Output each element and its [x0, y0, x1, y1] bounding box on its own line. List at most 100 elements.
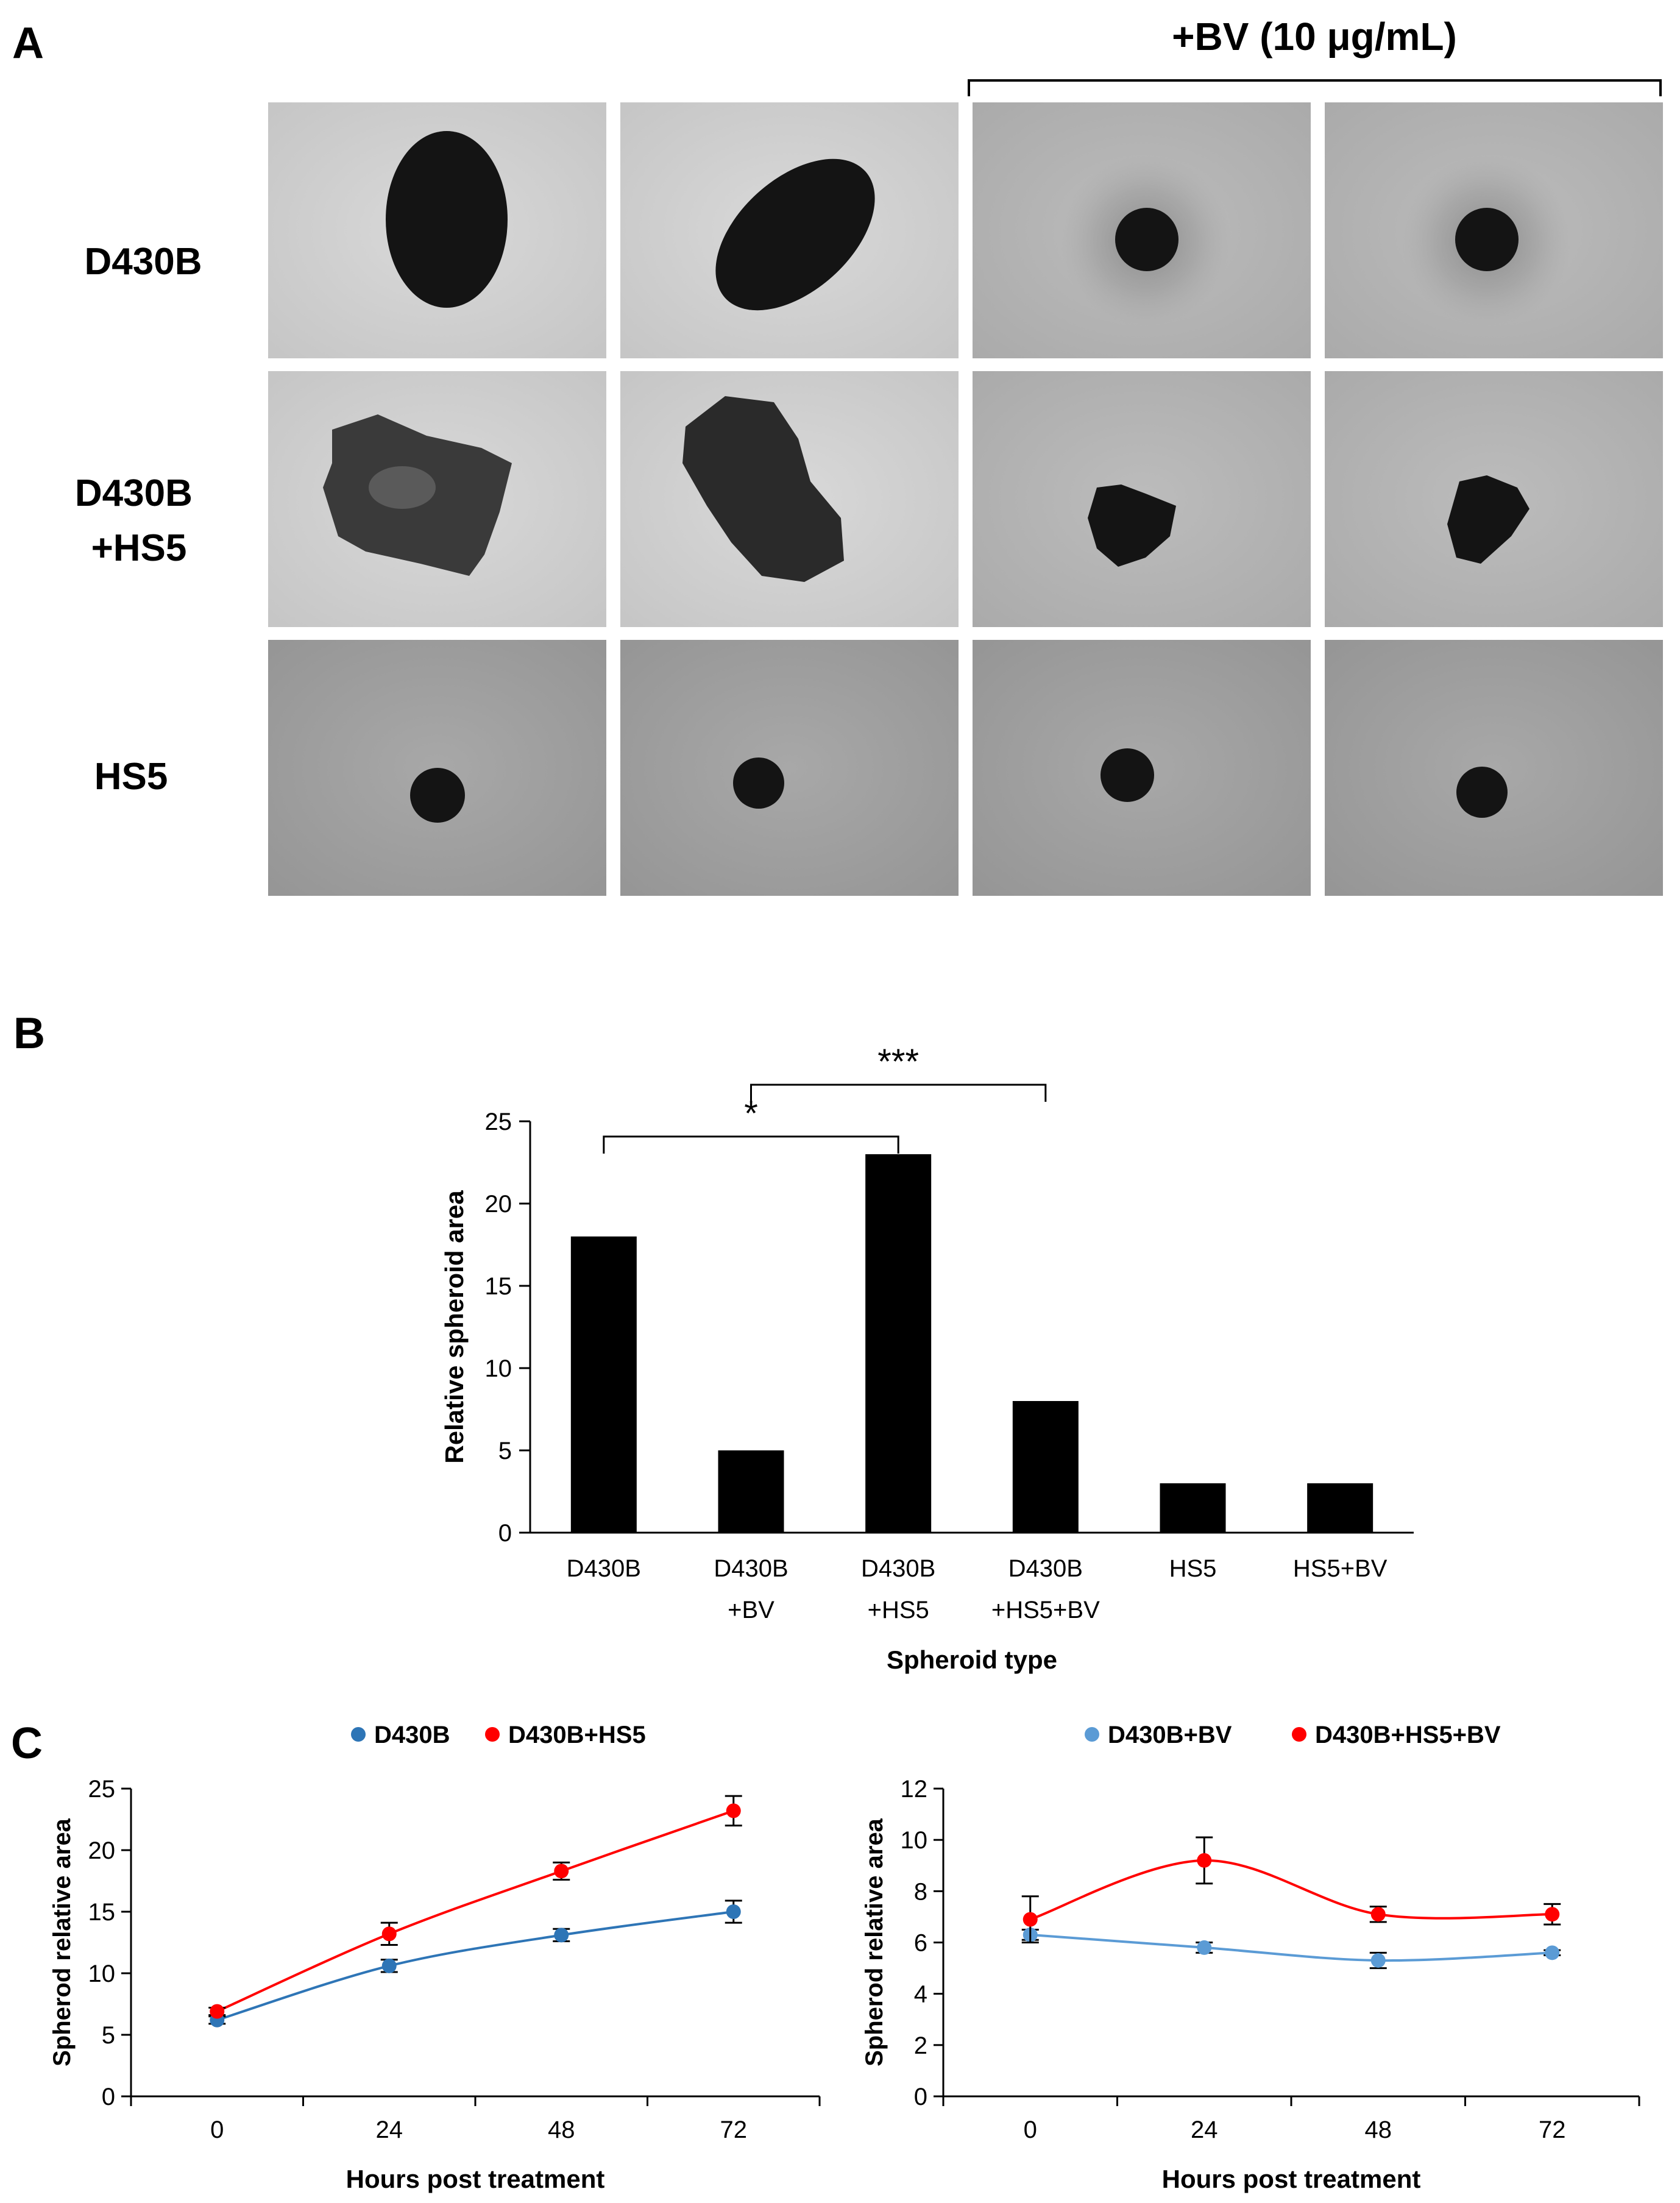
y-tick-label: 0: [914, 2084, 927, 2110]
data-point: [1197, 1853, 1212, 1868]
bar: [718, 1450, 784, 1533]
legend-label: D430B+BV: [1108, 1722, 1232, 1748]
legend-label: D430B: [374, 1722, 450, 1748]
x-tick-label: D430B: [714, 1555, 788, 1582]
bar: [865, 1154, 932, 1533]
row-label-hs5: HS5: [94, 756, 168, 798]
x-tick-label: +HS5: [868, 1597, 929, 1623]
series-line: [1030, 1933, 1553, 1962]
x-tick-label: +BV: [728, 1597, 774, 1623]
data-point: [1545, 1907, 1560, 1922]
x-tick-label: HS5+BV: [1293, 1555, 1388, 1582]
x-tick-label: 48: [548, 2116, 575, 2143]
data-point: [381, 1926, 397, 1942]
panel-b-letter: B: [13, 1009, 45, 1058]
bar: [1160, 1483, 1226, 1533]
data-point: [1370, 1953, 1386, 1968]
panel-a-letter: A: [12, 19, 44, 68]
micrograph-d430b-hs5-bv-1: [973, 371, 1311, 627]
data-point: [1370, 1907, 1386, 1922]
y-tick-label: 5: [102, 2022, 115, 2049]
x-tick-label: D430B: [567, 1555, 641, 1582]
micrograph-hs5-bv-2: [1325, 640, 1663, 896]
y-tick-label: 15: [88, 1899, 116, 1926]
x-tick-label: HS5: [1169, 1555, 1217, 1582]
x-tick-label: +HS5+BV: [991, 1597, 1100, 1623]
micrograph-grid: [268, 102, 1663, 896]
y-tick-label: 25: [88, 1776, 116, 1803]
y-tick-label: 15: [485, 1273, 512, 1300]
x-tick-label: 0: [1024, 2116, 1037, 2143]
x-axis-title: Spheroid type: [887, 1645, 1057, 1674]
y-tick-label: 25: [485, 1109, 512, 1135]
legend-label: D430B+HS5: [508, 1722, 646, 1748]
panel-c-letter: C: [11, 1719, 43, 1768]
data-point: [210, 2004, 225, 2019]
y-tick-label: 10: [88, 1960, 116, 1987]
y-tick-label: 10: [901, 1827, 928, 1854]
series-line: [216, 1910, 734, 2021]
y-tick-label: 4: [914, 1981, 927, 2008]
data-point: [1545, 1945, 1560, 1960]
micrograph-hs5-2: [620, 640, 959, 896]
series-line: [216, 1809, 734, 2013]
bar: [570, 1236, 637, 1533]
x-tick-label: 24: [1191, 2116, 1218, 2143]
micrograph-hs5-1: [268, 640, 606, 896]
bar: [1307, 1483, 1373, 1533]
y-tick-label: 20: [485, 1191, 512, 1218]
data-point: [1197, 1940, 1212, 1955]
x-tick-label: D430B: [1008, 1555, 1083, 1582]
data-point: [381, 1958, 397, 1973]
legend-label: D430B+HS5+BV: [1315, 1722, 1501, 1748]
y-axis-title: Spherod relative area: [861, 1818, 888, 2066]
y-tick-label: 6: [914, 1930, 927, 1957]
micrograph-d430b-hs5-bv-2: [1325, 371, 1663, 627]
data-point: [1023, 1912, 1038, 1927]
y-axis-title: Relative spheroid area: [440, 1190, 469, 1464]
micrograph-hs5-bv-1: [973, 640, 1311, 896]
bv-bracket: [968, 79, 1662, 96]
y-tick-label: 0: [102, 2084, 115, 2110]
y-axis-title: Spherod relative area: [49, 1818, 76, 2066]
x-tick-label: D430B: [861, 1555, 935, 1582]
y-tick-label: 20: [88, 1837, 116, 1864]
bar: [1012, 1401, 1079, 1533]
micrograph-d430b-hs5-1: [268, 371, 606, 627]
legend-marker: [351, 1727, 366, 1742]
significance-label: *: [744, 1094, 758, 1133]
micrograph-d430b-bv-1: [973, 102, 1311, 358]
row-label-d430b-hs5: D430B +HS5: [75, 472, 203, 569]
y-tick-label: 5: [498, 1438, 512, 1464]
significance-bracket: [603, 1135, 899, 1154]
line-chart-untreated: 0 5 10 15 20 25 0 24 48 72 Hours post treatment Sph…: [49, 1722, 821, 2193]
x-tick-label: 0: [210, 2116, 224, 2143]
y-tick-label: 2: [914, 2032, 927, 2059]
micrograph-d430b-bv-2: [1325, 102, 1663, 358]
data-point: [554, 1928, 569, 1943]
y-tick-label: 0: [498, 1520, 512, 1547]
data-point: [726, 1803, 741, 1818]
data-point: [726, 1904, 741, 1919]
x-tick-label: 48: [1365, 2116, 1392, 2143]
micrograph-d430b-hs5-2: [620, 371, 959, 627]
significance-bracket: [750, 1084, 1047, 1102]
micrograph-d430b-2: [620, 102, 959, 358]
data-point: [554, 1864, 569, 1879]
row-label-d430b: D430B: [85, 241, 202, 283]
x-axis-title: Hours post treatment: [346, 2165, 605, 2193]
x-tick-label: 24: [376, 2116, 403, 2143]
x-tick-label: 72: [1539, 2116, 1566, 2143]
x-axis-title: Hours post treatment: [1162, 2165, 1421, 2193]
y-tick-label: 12: [901, 1776, 928, 1803]
y-tick-label: 8: [914, 1878, 927, 1905]
legend-marker: [1085, 1727, 1099, 1742]
y-tick-label: 10: [485, 1355, 512, 1382]
bar-chart-spheroid-area: 0 5 10 15 20 25 D430B D430B +BV D430B +HS5 D430B +HS…: [440, 1042, 1414, 1674]
bv-concentration-label: +BV (10 μg/mL): [1172, 15, 1457, 59]
x-tick-label: 72: [720, 2116, 748, 2143]
legend-marker: [1292, 1727, 1306, 1742]
micrograph-d430b-1: [268, 102, 606, 358]
